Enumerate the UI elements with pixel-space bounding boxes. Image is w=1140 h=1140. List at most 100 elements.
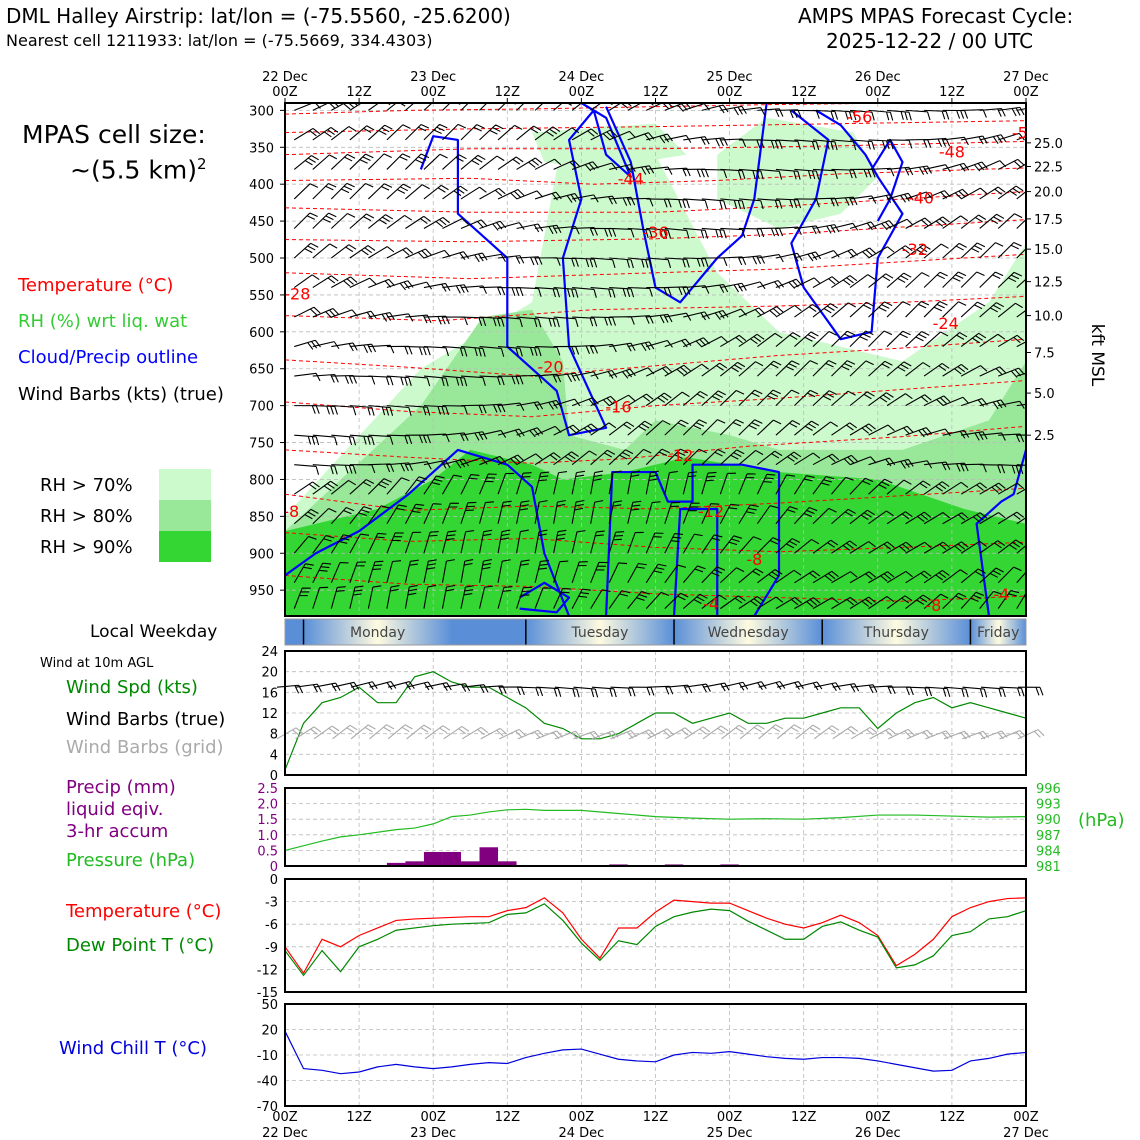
- wind-barb-596: [960, 512, 988, 525]
- wind-barb-625: [756, 537, 781, 554]
- wind-barb-646: [404, 559, 419, 583]
- wind-barb-310: [849, 301, 875, 318]
- wind-barb-367: [423, 375, 449, 387]
- wind-barb-522: [330, 479, 357, 495]
- sfc-barb-true-23: [702, 682, 730, 692]
- wind-barb-568: [441, 502, 459, 524]
- wind-barb-108: [812, 168, 838, 180]
- dewpoint-line: [284, 903, 1027, 977]
- wind-barb-651: [497, 559, 511, 583]
- wind-barb-661: [682, 565, 706, 584]
- wind-barb-62: [701, 137, 728, 147]
- wind-barb-82: [330, 153, 356, 170]
- wind-barb-554: [923, 481, 950, 495]
- wind-barb-454: [553, 424, 580, 436]
- wind-barb-104: [738, 168, 764, 180]
- sfc-barb-grid-29: [813, 725, 840, 740]
- wind-barb-579: [645, 501, 661, 524]
- wind-barb-405: [386, 405, 412, 416]
- sfc-barb-true-22: [684, 683, 711, 693]
- wind-barb-388: [812, 360, 837, 377]
- wind-barb-390: [849, 360, 874, 377]
- temp-contour-3: [285, 167, 1026, 185]
- wind-barb-66: [775, 139, 801, 150]
- wind-barb-709: [831, 596, 858, 610]
- wind-barb-526: [404, 476, 428, 495]
- wind-barb-110: [850, 168, 876, 178]
- wind-barb-39: [1016, 107, 1026, 111]
- sfc-barb-true-27: [777, 681, 804, 690]
- wind-barb-162: [330, 212, 356, 229]
- sfc-barb-grid-8: [424, 725, 451, 740]
- wind-barb-20: [664, 103, 692, 112]
- sfc-barb-true-16: [573, 686, 599, 698]
- wind-barb-357: [979, 333, 1006, 348]
- temp-contour-13: [285, 574, 1026, 602]
- bottom-hour-label-0: 00Z: [272, 1110, 298, 1125]
- wind-barb-559: [1016, 488, 1026, 495]
- wind-barb-194: [923, 216, 950, 229]
- sfc-barb-true-38: [980, 686, 1006, 698]
- cloud-outline-7: [975, 449, 1026, 616]
- wind-barb-254: [553, 286, 579, 298]
- wind-barb-199: [1016, 218, 1026, 229]
- precip-bar-6: [498, 861, 517, 866]
- wind-barb-132: [516, 190, 544, 200]
- wind-barb-536: [590, 470, 604, 495]
- wind-barb-718: [997, 590, 1020, 609]
- temp-contour-12: [285, 532, 1026, 553]
- sfc-barb-true-18: [610, 686, 636, 697]
- wind-barb-53: [534, 126, 561, 141]
- wind-barb-235: [942, 242, 967, 259]
- wind-barb-495: [571, 450, 597, 466]
- wind-barb-384: [738, 361, 764, 377]
- legend-wind-chill: Wind Chill T (°C): [59, 1038, 207, 1059]
- wind-barb-609: [460, 529, 475, 554]
- wind-barb-531: [497, 472, 515, 495]
- wind-barb-425: [756, 389, 781, 407]
- wind-barb-200: [293, 242, 319, 259]
- wind-barb-561: [312, 507, 337, 525]
- wind-barb-396: [960, 365, 988, 377]
- wind-barb-193: [905, 217, 932, 229]
- wind-barb-166: [405, 215, 432, 229]
- wind-barb-455: [571, 423, 599, 436]
- wind-barb-147: [794, 198, 820, 208]
- wind-barb-592: [886, 511, 913, 525]
- wind-barb-524: [367, 478, 392, 495]
- sfc-barb-grid-32: [869, 727, 896, 740]
- sfc-barb-true-13: [517, 686, 544, 697]
- wind-barb-382: [701, 362, 728, 377]
- wind-barb-444: [368, 434, 394, 445]
- wind-barb-380: [664, 364, 691, 377]
- wind-barb-351: [868, 330, 893, 347]
- precip-ytick-1: 0.5: [257, 844, 278, 859]
- wind-barb-163: [349, 213, 375, 229]
- wind-barb-548: [812, 475, 835, 495]
- legend-rh80: RH > 80%: [40, 506, 133, 527]
- wind-barb-59: [646, 133, 673, 144]
- wind-barb-614: [553, 529, 567, 554]
- wind-barb-360: [294, 372, 321, 382]
- wind-barb-81: [312, 154, 338, 170]
- top-date-label-8: 26 Dec: [855, 70, 901, 85]
- wind-barb-148: [812, 197, 839, 207]
- bottom-date-label-4: 24 Dec: [558, 1126, 604, 1140]
- sfc-barb-true-37: [962, 686, 988, 698]
- wind-barb-95: [571, 161, 599, 172]
- wind-barb-233: [905, 244, 931, 259]
- sfc-barb-true-14: [536, 686, 562, 697]
- wind-barb-631: [868, 541, 895, 554]
- page-title: DML Halley Airstrip: lat/lon = (-75.5560…: [6, 4, 511, 28]
- wind-barb-503: [719, 449, 745, 466]
- legend-rh70-swatch: [159, 469, 211, 500]
- wind-barb-293: [535, 316, 560, 328]
- wind-barb-532: [516, 472, 532, 495]
- wind-barb-501: [682, 448, 707, 466]
- top-date-label-2: 23 Dec: [410, 70, 456, 85]
- wind-barb-628: [812, 539, 839, 554]
- wind-barb-665: [757, 569, 783, 584]
- wind-barb-61: [683, 136, 710, 146]
- wind-barb-410: [479, 403, 506, 413]
